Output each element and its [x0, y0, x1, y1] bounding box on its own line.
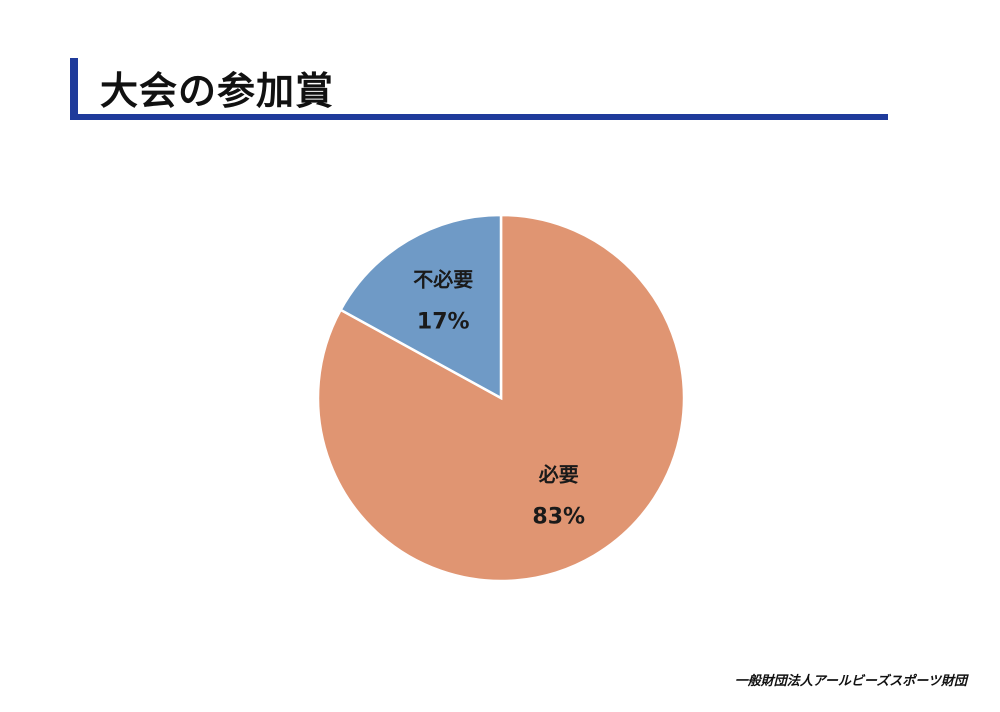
page-title: 大会の参加賞	[100, 69, 335, 113]
pie-value-label-2: 17%	[417, 309, 470, 334]
pie-slice-2	[338, 213, 503, 401]
pie-category-label-2: 不必要	[413, 267, 473, 291]
pie-category-label-1: 必要	[538, 463, 579, 487]
organization-name: 一般財団法人アールビーズスポーツ財団	[734, 674, 967, 689]
slide-title-bar: 大会の参加賞	[70, 58, 888, 120]
pie-value-label-1: 83%	[532, 505, 585, 530]
